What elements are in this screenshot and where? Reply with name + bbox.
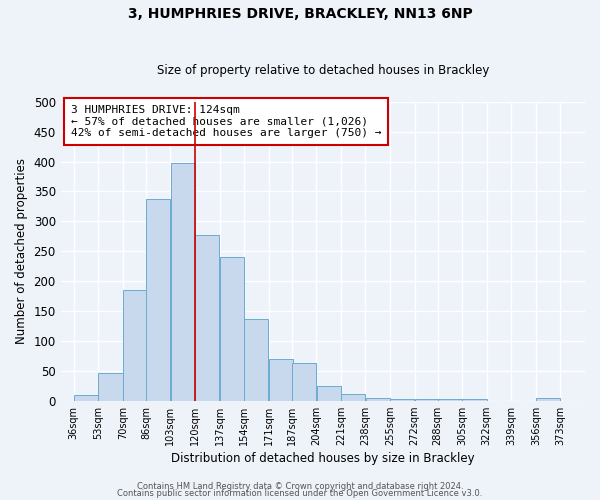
Text: 3, HUMPHRIES DRIVE, BRACKLEY, NN13 6NP: 3, HUMPHRIES DRIVE, BRACKLEY, NN13 6NP (128, 8, 472, 22)
Bar (195, 235, 220, 400)
Bar (170, 163, 195, 400)
Title: Size of property relative to detached houses in Brackley: Size of property relative to detached ho… (157, 64, 489, 77)
Bar (220, 257, 244, 400)
Bar (317, 386, 341, 400)
Bar (244, 320, 268, 400)
Bar (74, 394, 98, 400)
Bar (123, 290, 147, 401)
Bar (292, 363, 316, 401)
Bar (146, 198, 170, 400)
Bar (365, 398, 390, 400)
Text: 3 HUMPHRIES DRIVE: 124sqm
← 57% of detached houses are smaller (1,026)
42% of se: 3 HUMPHRIES DRIVE: 124sqm ← 57% of detac… (71, 105, 382, 138)
Bar (269, 359, 293, 401)
Bar (536, 398, 560, 400)
Bar (390, 399, 415, 400)
Bar (341, 394, 365, 400)
Text: Contains HM Land Registry data © Crown copyright and database right 2024.: Contains HM Land Registry data © Crown c… (137, 482, 463, 491)
X-axis label: Distribution of detached houses by size in Brackley: Distribution of detached houses by size … (171, 452, 475, 465)
Y-axis label: Number of detached properties: Number of detached properties (15, 158, 28, 344)
Text: Contains public sector information licensed under the Open Government Licence v3: Contains public sector information licen… (118, 489, 482, 498)
Bar (98, 373, 122, 400)
